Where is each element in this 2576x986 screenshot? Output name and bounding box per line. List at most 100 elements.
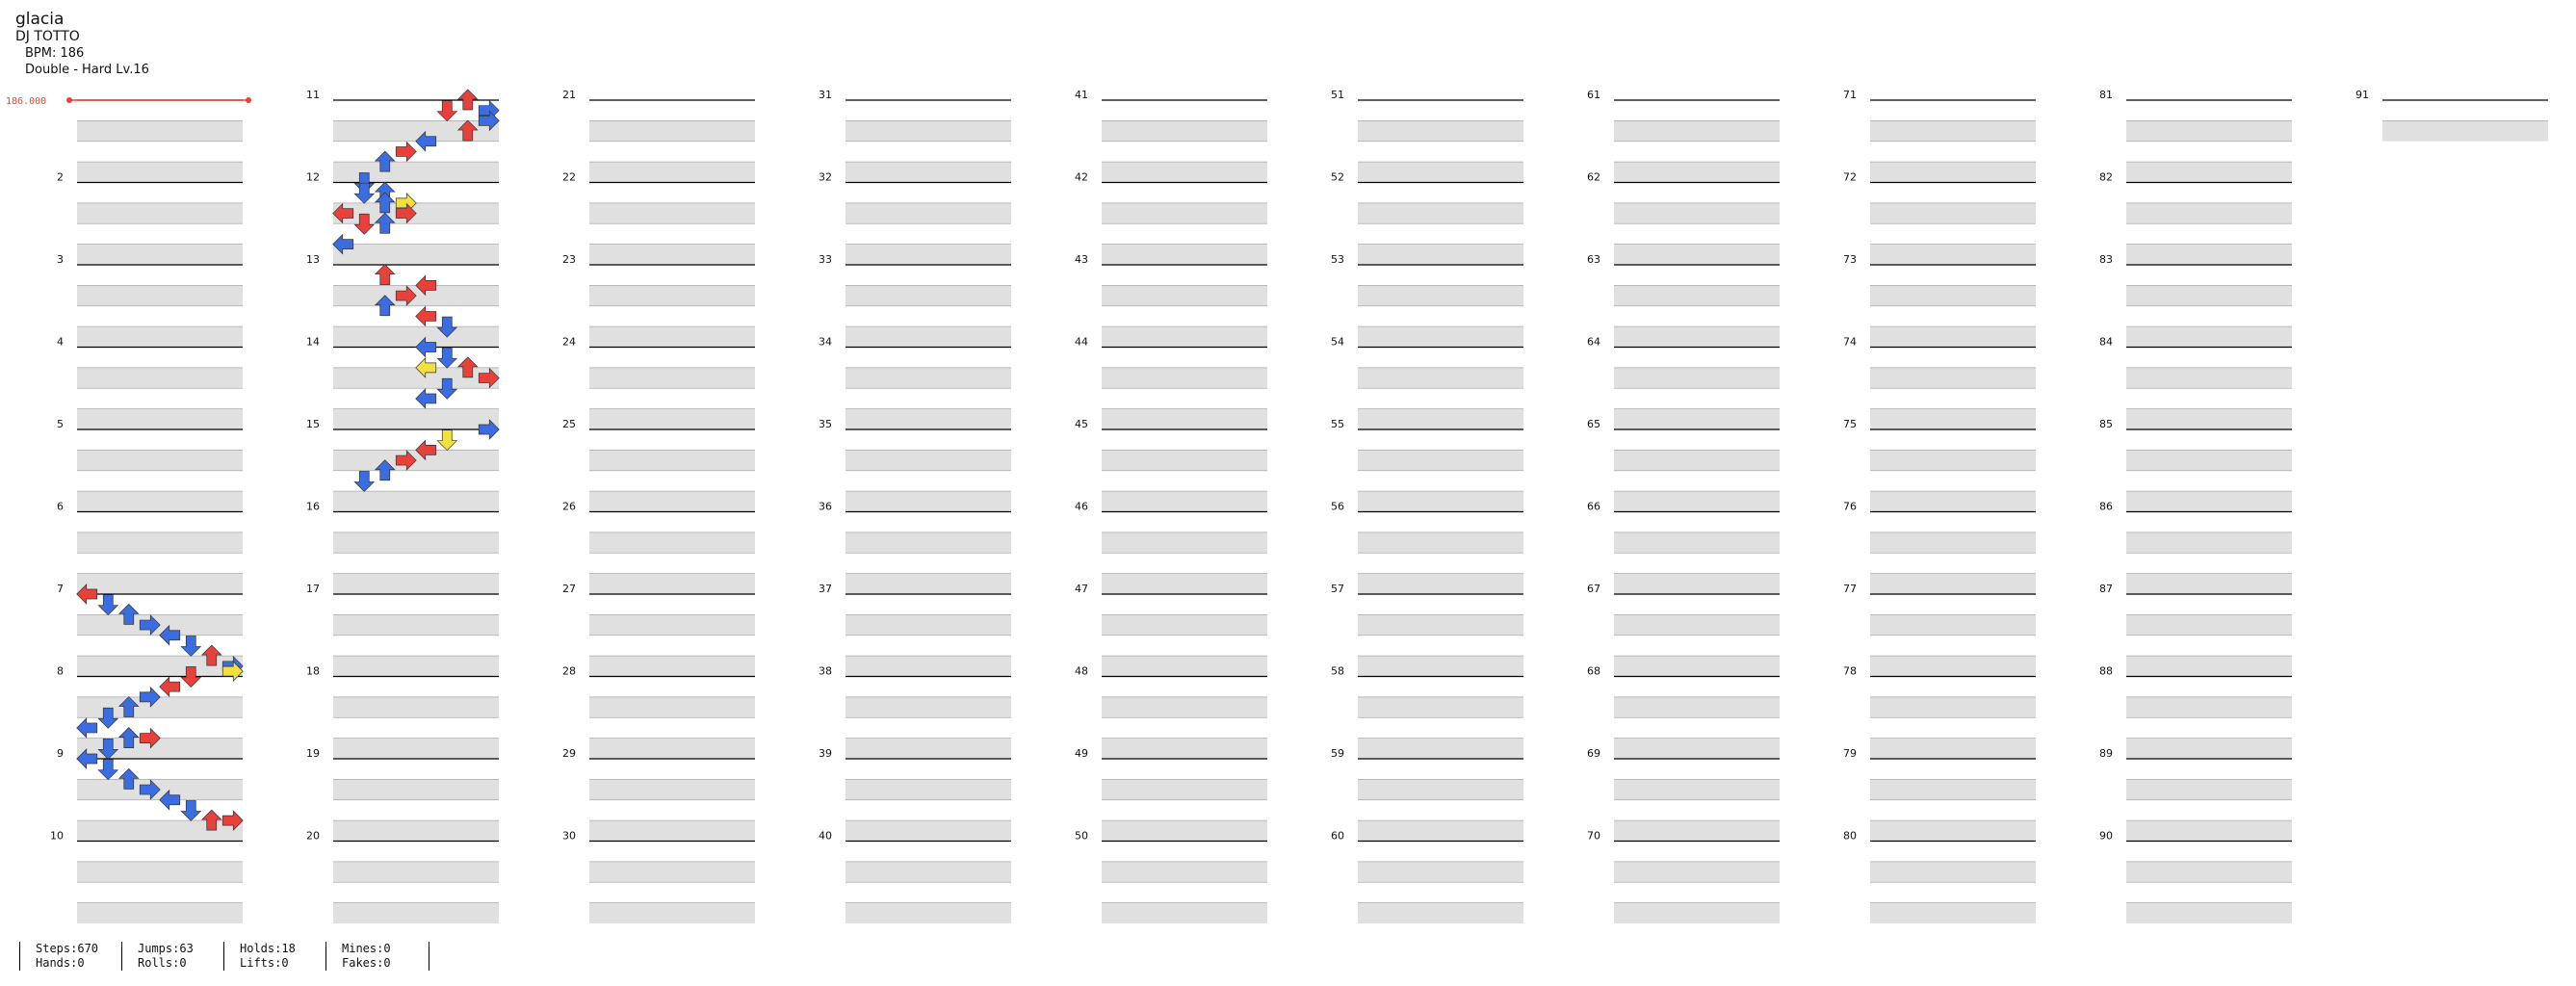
measure-number: 50	[1075, 830, 1088, 843]
measure-25: 25	[562, 418, 755, 512]
stat-holds: Holds:18	[240, 942, 296, 955]
measure-number: 90	[2099, 830, 2113, 843]
beat-shade	[333, 532, 499, 554]
beat-shade	[589, 244, 755, 265]
beat-shade	[589, 491, 755, 512]
beat-shade	[1358, 162, 1523, 183]
beat-shade	[1870, 614, 2036, 636]
measure-number: 84	[2099, 336, 2113, 349]
measure-number: 55	[1331, 418, 1344, 430]
song-bpm: BPM: 186	[25, 46, 85, 61]
measure-5: 5	[57, 418, 243, 512]
beat-shade	[333, 656, 499, 677]
beat-shade	[1870, 450, 2036, 471]
song-header: glacia DJ TOTTO BPM: 186 Double - Hard L…	[15, 10, 149, 78]
beat-shade	[1870, 861, 2036, 883]
note-arrow	[159, 676, 181, 697]
beat-shade	[2126, 491, 2292, 512]
beat-shade	[2126, 820, 2292, 842]
beat-shade	[589, 450, 755, 471]
beat-shade	[333, 120, 499, 142]
measure-32: 32	[819, 171, 1011, 265]
beat-shade	[2126, 367, 2292, 389]
measure-number: 71	[1843, 89, 1857, 101]
measure-number: 60	[1331, 830, 1344, 843]
measure-51: 51	[1331, 89, 1523, 183]
measure-number: 22	[562, 171, 576, 184]
beat-shade	[1358, 779, 1523, 800]
measure-61: 61	[1587, 89, 1780, 183]
beat-shade	[1358, 491, 1523, 512]
note-arrow	[415, 306, 437, 326]
measure-39: 39	[819, 747, 1011, 842]
beat-shade	[846, 326, 1011, 348]
measure-number: 26	[562, 501, 576, 513]
measure-60: 60	[1331, 830, 1523, 923]
stat-hands: Hands:0	[36, 956, 85, 970]
measure-number: 6	[57, 501, 64, 513]
measure-84: 84	[2099, 336, 2292, 429]
stat-fakes: Fakes:0	[342, 956, 391, 970]
beat-shade	[846, 738, 1011, 759]
beat-shade	[589, 656, 755, 677]
beat-shade	[1870, 532, 2036, 554]
beat-shade	[77, 326, 243, 348]
beat-shade	[77, 491, 243, 512]
song-difficulty: Double - Hard Lv.16	[25, 63, 149, 77]
beat-shade	[846, 285, 1011, 306]
beat-shade	[1614, 162, 1780, 183]
measure-number: 73	[1843, 253, 1857, 266]
measure-18: 18	[306, 665, 499, 759]
measure-number: 28	[562, 665, 576, 678]
measure-number: 46	[1075, 501, 1088, 513]
measure-75: 75	[1843, 418, 2036, 512]
measure-86: 86	[2099, 501, 2292, 594]
measure-number: 67	[1587, 583, 1600, 595]
beat-shade	[2126, 532, 2292, 554]
measure-2: 2	[57, 171, 243, 265]
measure-number: 54	[1331, 336, 1344, 349]
measure-number: 41	[1075, 89, 1088, 101]
measure-number: 32	[819, 171, 832, 184]
beat-shade	[1870, 367, 2036, 389]
beat-shade	[589, 326, 755, 348]
note-arrow	[76, 717, 98, 739]
measure-number: 87	[2099, 583, 2113, 595]
beat-shade	[1870, 902, 2036, 923]
measure-number: 66	[1587, 501, 1600, 513]
beat-shade	[77, 244, 243, 265]
measure-number: 17	[306, 583, 320, 595]
measure-number: 56	[1331, 501, 1344, 513]
measure-number: 23	[562, 253, 576, 266]
measure-number: 36	[819, 501, 832, 513]
beat-shade	[1102, 902, 1267, 923]
bpm-marker-start	[66, 97, 72, 103]
measure-number: 29	[562, 747, 576, 760]
measure-58: 58	[1331, 665, 1523, 759]
measure-number: 19	[306, 747, 320, 760]
beat-shade	[1102, 162, 1267, 183]
measure-number: 7	[57, 583, 64, 595]
beat-shade	[1102, 367, 1267, 389]
measure-number: 70	[1587, 830, 1600, 843]
measure-42: 42	[1075, 171, 1267, 265]
measure-number: 39	[819, 747, 832, 760]
measure-65: 65	[1587, 418, 1780, 512]
beat-shade	[846, 202, 1011, 224]
measure-27: 27	[562, 583, 755, 677]
beat-shade	[589, 408, 755, 429]
measure-number: 79	[1843, 747, 1857, 760]
beat-shade	[589, 120, 755, 142]
beat-shade	[1614, 696, 1780, 718]
beat-shade	[77, 285, 243, 306]
beat-shade	[2126, 326, 2292, 348]
note-arrow	[180, 800, 201, 821]
measure-number: 82	[2099, 171, 2113, 184]
beat-shade	[1102, 244, 1267, 265]
beat-shade	[1102, 656, 1267, 677]
beat-shade	[1870, 408, 2036, 429]
measure-68: 68	[1587, 665, 1780, 759]
beat-shade	[1358, 696, 1523, 718]
beat-shade	[1358, 820, 1523, 842]
measure-number: 75	[1843, 418, 1857, 430]
